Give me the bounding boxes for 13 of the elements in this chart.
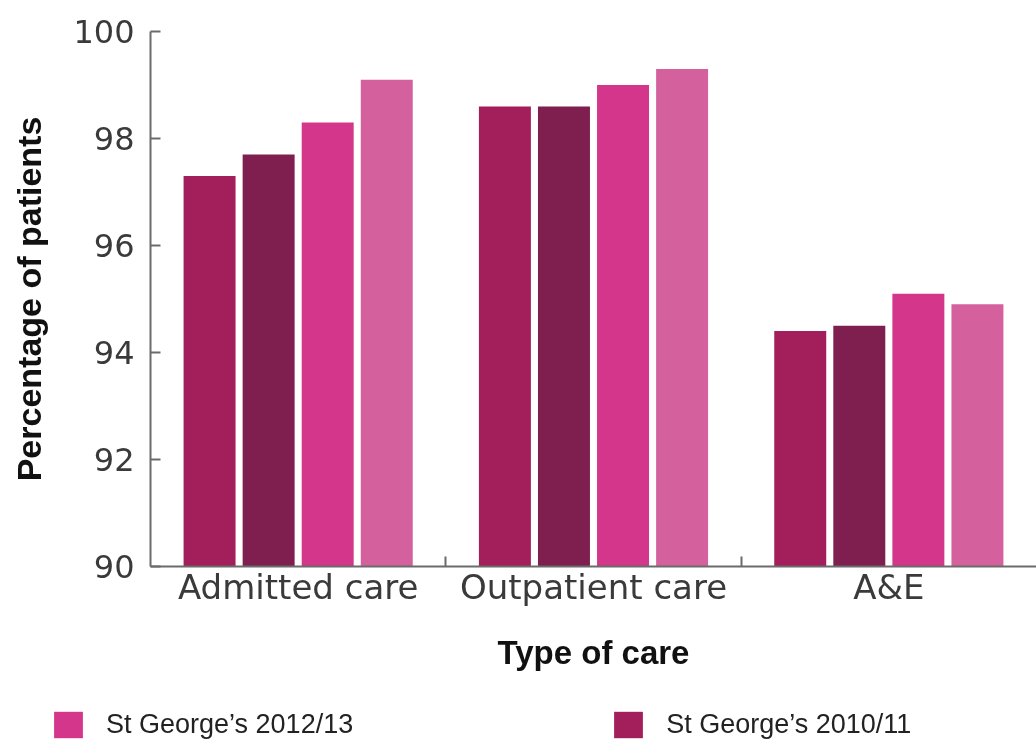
x-axis-title: Type of care	[497, 633, 690, 671]
y-tick-label: 92	[93, 441, 135, 479]
legend-label: St George’s 2010/11	[666, 708, 912, 741]
x-tick-label: A&E	[853, 566, 925, 607]
y-tick-label: 100	[73, 13, 135, 51]
x-tick-label: Admitted care	[177, 566, 419, 607]
y-axis-title: Percentage of patients	[10, 116, 49, 482]
y-tick-label: 94	[93, 334, 135, 372]
y-tick-label: 98	[93, 120, 135, 158]
legend-label: St George’s 2012/13	[106, 708, 354, 741]
y-tick-label: 96	[93, 227, 135, 265]
x-tick-label: Outpatient care	[459, 566, 728, 607]
y-tick-label: 90	[93, 548, 135, 586]
